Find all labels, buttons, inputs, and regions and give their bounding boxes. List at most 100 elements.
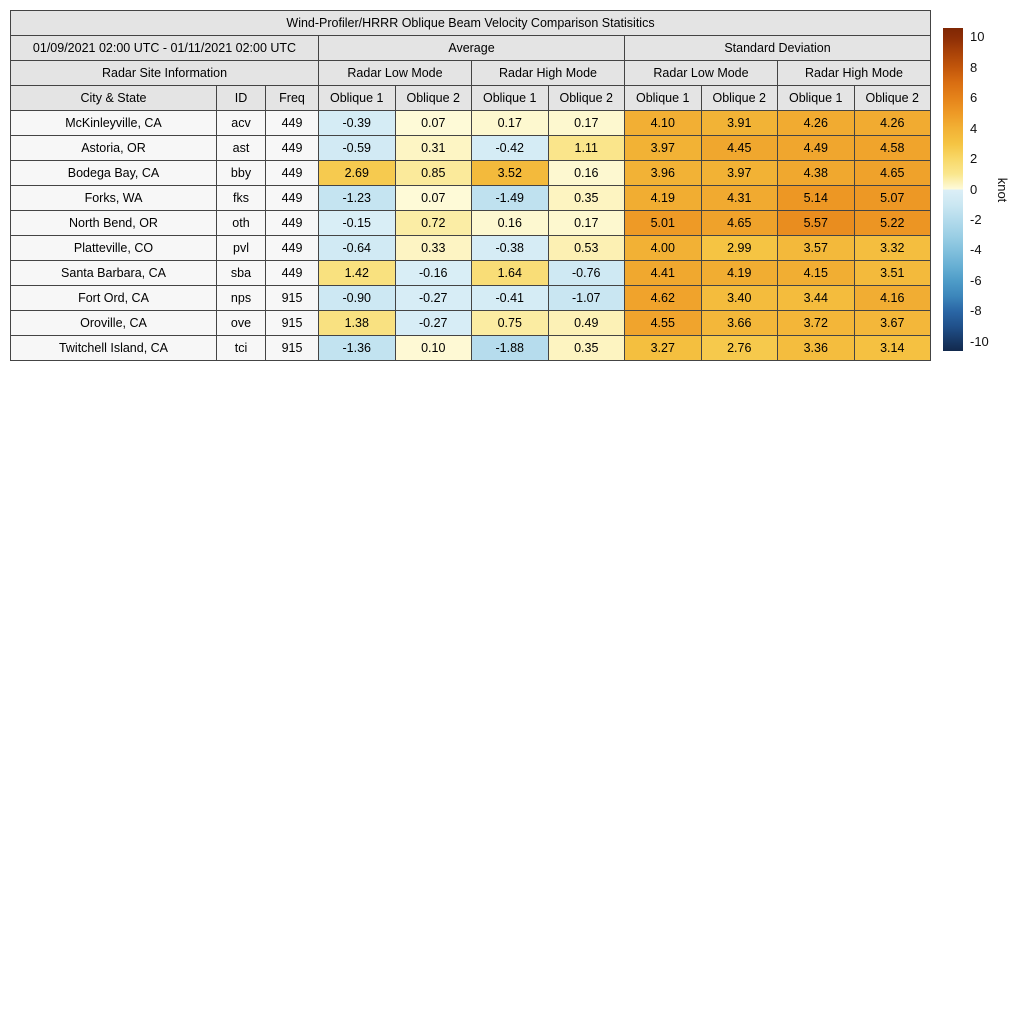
- value-cell-avg-low-oblique1: -0.39: [318, 110, 396, 136]
- value-cell-avg-low-oblique2: 0.10: [394, 335, 472, 361]
- cell-freq: 915: [265, 335, 319, 361]
- value-cell-std-low-oblique1: 5.01: [624, 210, 702, 236]
- freq-header: Freq: [265, 85, 319, 111]
- value-cell-avg-low-oblique2: -0.27: [394, 285, 472, 311]
- colorbar-tick-label: 8: [970, 59, 978, 75]
- table-row: Astoria, OR ast 449 -0.59 0.31 -0.42 1.11 3.97 4…: [10, 135, 931, 161]
- std-high-mode-header: Radar High Mode: [777, 60, 931, 86]
- value-cell-std-high-oblique1: 4.26: [777, 110, 855, 136]
- colorbar-tick-label: 2: [970, 151, 978, 167]
- value-cell-std-high-oblique2: 3.51: [853, 260, 931, 286]
- table-row: Twitchell Island, CA tci 915 -1.36 0.10 -1.88…: [10, 335, 931, 361]
- colorbar-tick-label: -4: [970, 242, 982, 258]
- cell-city: Astoria, OR: [10, 135, 217, 161]
- oblique2-header: Oblique 2: [394, 85, 472, 111]
- cell-id: tci: [216, 335, 266, 361]
- value-cell-avg-low-oblique1: -1.36: [318, 335, 396, 361]
- cell-freq: 449: [265, 260, 319, 286]
- value-cell-avg-high-oblique1: -0.41: [471, 285, 549, 311]
- table-row: Santa Barbara, CA sba 449 1.42 -0.16 1.64 -0.7…: [10, 260, 931, 286]
- value-cell-avg-high-oblique1: 0.75: [471, 310, 549, 336]
- value-cell-std-high-oblique2: 4.26: [853, 110, 931, 136]
- value-cell-std-low-oblique1: 3.97: [624, 135, 702, 161]
- cell-id: bby: [216, 160, 266, 186]
- column-header-row: City & State ID Freq Oblique 1 Oblique 2…: [10, 85, 931, 111]
- cell-city: Santa Barbara, CA: [10, 260, 217, 286]
- value-cell-std-low-oblique1: 4.10: [624, 110, 702, 136]
- stats-table: Wind-Profiler/HRRR Oblique Beam Velocity…: [10, 10, 931, 361]
- colorbar-tick-label: -2: [970, 211, 982, 227]
- value-cell-std-low-oblique1: 4.00: [624, 235, 702, 261]
- value-cell-std-low-oblique2: 2.99: [700, 235, 778, 261]
- value-cell-std-high-oblique2: 3.14: [853, 335, 931, 361]
- value-cell-std-high-oblique1: 3.57: [777, 235, 855, 261]
- date-range: 01/09/2021 02:00 UTC - 01/11/2021 02:00 …: [10, 35, 319, 61]
- value-cell-std-low-oblique2: 4.19: [700, 260, 778, 286]
- colorbar-tick-label: -8: [970, 303, 982, 319]
- cell-city: McKinleyville, CA: [10, 110, 217, 136]
- value-cell-std-low-oblique2: 3.66: [700, 310, 778, 336]
- value-cell-std-low-oblique1: 4.62: [624, 285, 702, 311]
- value-cell-std-low-oblique2: 3.91: [700, 110, 778, 136]
- value-cell-avg-high-oblique1: -1.88: [471, 335, 549, 361]
- cell-city: Platteville, CO: [10, 235, 217, 261]
- cell-freq: 449: [265, 110, 319, 136]
- value-cell-avg-high-oblique2: -1.07: [547, 285, 625, 311]
- value-cell-avg-high-oblique1: 3.52: [471, 160, 549, 186]
- value-cell-std-high-oblique2: 3.32: [853, 235, 931, 261]
- city-state-header: City & State: [10, 85, 217, 111]
- value-cell-std-high-oblique1: 4.15: [777, 260, 855, 286]
- value-cell-avg-low-oblique2: -0.27: [394, 310, 472, 336]
- cell-id: oth: [216, 210, 266, 236]
- group-header-std-deviation: Standard Deviation: [624, 35, 931, 61]
- value-cell-std-low-oblique2: 4.31: [700, 185, 778, 211]
- value-cell-std-low-oblique2: 4.65: [700, 210, 778, 236]
- mode-header-row: Radar Site Information Radar Low Mode Ra…: [10, 60, 931, 86]
- group-header-row: 01/09/2021 02:00 UTC - 01/11/2021 02:00 …: [10, 35, 931, 61]
- value-cell-avg-low-oblique2: 0.72: [394, 210, 472, 236]
- value-cell-avg-low-oblique2: 0.33: [394, 235, 472, 261]
- std-low-mode-header: Radar Low Mode: [624, 60, 778, 86]
- value-cell-std-low-oblique2: 3.97: [700, 160, 778, 186]
- colorbar-unit-label: knot: [995, 177, 1010, 202]
- value-cell-std-low-oblique2: 3.40: [700, 285, 778, 311]
- cell-city: North Bend, OR: [10, 210, 217, 236]
- value-cell-avg-high-oblique1: 1.64: [471, 260, 549, 286]
- value-cell-avg-high-oblique1: -0.38: [471, 235, 549, 261]
- value-cell-avg-high-oblique2: 1.11: [547, 135, 625, 161]
- value-cell-std-high-oblique1: 5.57: [777, 210, 855, 236]
- value-cell-std-low-oblique1: 4.41: [624, 260, 702, 286]
- cell-id: fks: [216, 185, 266, 211]
- colorbar-gradient: [943, 28, 963, 351]
- id-header: ID: [216, 85, 266, 111]
- colorbar: 10 8 6 4 2 0 -2 -4 -6 -8 -10 knot: [943, 28, 1023, 351]
- value-cell-std-high-oblique2: 4.16: [853, 285, 931, 311]
- oblique2-header: Oblique 2: [547, 85, 625, 111]
- value-cell-std-high-oblique2: 4.58: [853, 135, 931, 161]
- value-cell-avg-high-oblique2: -0.76: [547, 260, 625, 286]
- site-info-header: Radar Site Information: [10, 60, 319, 86]
- value-cell-avg-high-oblique1: 0.17: [471, 110, 549, 136]
- value-cell-avg-high-oblique1: -1.49: [471, 185, 549, 211]
- cell-city: Bodega Bay, CA: [10, 160, 217, 186]
- avg-high-mode-header: Radar High Mode: [471, 60, 625, 86]
- colorbar-tick-label: -6: [970, 272, 982, 288]
- value-cell-std-high-oblique1: 5.14: [777, 185, 855, 211]
- cell-freq: 915: [265, 285, 319, 311]
- value-cell-std-high-oblique2: 4.65: [853, 160, 931, 186]
- value-cell-avg-high-oblique2: 0.35: [547, 335, 625, 361]
- value-cell-std-low-oblique1: 3.27: [624, 335, 702, 361]
- value-cell-std-high-oblique1: 3.72: [777, 310, 855, 336]
- value-cell-avg-low-oblique1: 1.38: [318, 310, 396, 336]
- value-cell-std-high-oblique2: 3.67: [853, 310, 931, 336]
- cell-city: Forks, WA: [10, 185, 217, 211]
- table-title: Wind-Profiler/HRRR Oblique Beam Velocity…: [10, 10, 931, 36]
- cell-id: ove: [216, 310, 266, 336]
- value-cell-std-high-oblique1: 3.36: [777, 335, 855, 361]
- value-cell-std-high-oblique2: 5.07: [853, 185, 931, 211]
- value-cell-avg-high-oblique2: 0.16: [547, 160, 625, 186]
- colorbar-tick-label: 4: [970, 120, 978, 136]
- cell-id: acv: [216, 110, 266, 136]
- value-cell-std-high-oblique2: 5.22: [853, 210, 931, 236]
